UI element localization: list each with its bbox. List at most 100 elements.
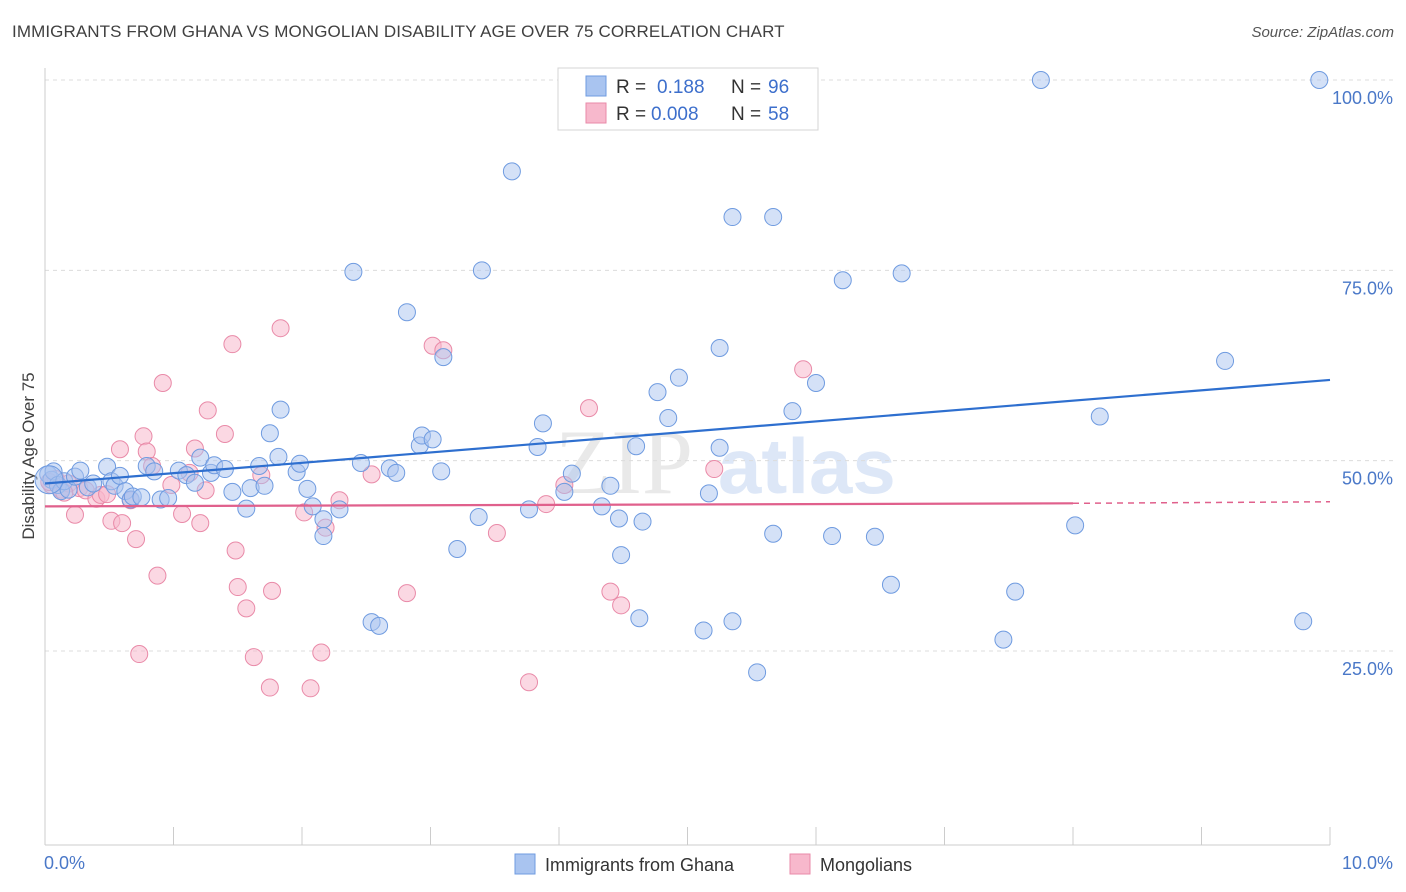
point-immigrants-from-ghana: [314, 510, 333, 529]
point-mongolians: [65, 505, 84, 524]
y-axis-label: Disability Age Over 75: [19, 372, 38, 539]
point-immigrants-from-ghana: [612, 546, 631, 565]
x-tick-label-10: 10.0%: [1342, 853, 1393, 873]
legend-n-value-2: 58: [768, 104, 789, 125]
point-mongolians: [153, 374, 172, 393]
point-immigrants-from-ghana: [255, 476, 274, 495]
point-immigrants-from-ghana: [1216, 351, 1235, 370]
point-immigrants-from-ghana: [630, 609, 649, 628]
point-immigrants-from-ghana: [271, 400, 290, 419]
point-immigrants-from-ghana: [469, 508, 488, 527]
point-immigrants-from-ghana: [633, 512, 652, 531]
point-immigrants-from-ghana: [432, 462, 451, 481]
point-mongolians: [487, 523, 506, 542]
point-immigrants-from-ghana: [520, 500, 539, 519]
bottom-legend-swatch-pink: [789, 853, 811, 875]
point-immigrants-from-ghana: [823, 527, 842, 546]
point-immigrants-from-ghana: [185, 473, 204, 492]
y-tick-label-75: 75.0%: [1342, 278, 1393, 298]
point-immigrants-from-ghana: [145, 462, 164, 481]
y-tick-label-50: 50.0%: [1342, 469, 1393, 489]
point-immigrants-from-ghana: [397, 303, 416, 322]
axes: [44, 68, 1331, 846]
y-tick-label-100: 100.0%: [1332, 88, 1393, 108]
point-immigrants-from-ghana: [1310, 71, 1329, 89]
point-immigrants-from-ghana: [448, 539, 467, 558]
point-immigrants-from-ghana: [191, 448, 210, 467]
point-immigrants-from-ghana: [533, 414, 552, 433]
point-immigrants-from-ghana: [892, 264, 911, 283]
point-mongolians: [260, 678, 279, 697]
point-immigrants-from-ghana: [314, 527, 333, 546]
point-immigrants-from-ghana: [223, 482, 242, 501]
point-mongolians: [601, 582, 620, 601]
trend-line-mongolians-extension: [1072, 501, 1331, 505]
point-immigrants-from-ghana: [994, 630, 1013, 649]
point-immigrants-from-ghana: [699, 484, 718, 503]
point-immigrants-from-ghana: [1031, 71, 1050, 89]
point-immigrants-from-ghana: [723, 208, 742, 227]
point-mongolians: [520, 673, 539, 692]
legend-r-label-1: R =: [616, 77, 646, 98]
point-immigrants-from-ghana: [865, 527, 884, 546]
series-immigrants-from-ghana: [34, 71, 1329, 682]
watermark-zip: ZIP: [555, 411, 693, 513]
point-mongolians: [148, 566, 167, 585]
point-immigrants-from-ghana: [423, 430, 442, 449]
trend-lines: [44, 378, 1331, 508]
point-mongolians: [134, 427, 153, 446]
x-tick-labels: 0.0% 10.0%: [44, 853, 1393, 873]
point-immigrants-from-ghana: [269, 447, 288, 466]
point-immigrants-from-ghana: [260, 424, 279, 443]
trend-line-ghana: [44, 378, 1331, 485]
bottom-legend-label-pink: Mongolians: [820, 855, 912, 875]
point-immigrants-from-ghana: [1006, 582, 1025, 601]
point-immigrants-from-ghana: [555, 482, 574, 501]
point-immigrants-from-ghana: [627, 437, 646, 456]
point-immigrants-from-ghana: [764, 208, 783, 227]
point-immigrants-from-ghana: [330, 500, 349, 519]
point-immigrants-from-ghana: [237, 499, 256, 518]
legend-r-label-2: R =: [616, 104, 646, 125]
point-mongolians: [127, 530, 146, 549]
point-mongolians: [226, 541, 245, 560]
point-mongolians: [397, 584, 416, 603]
y-tick-labels: 25.0% 50.0% 75.0% 100.0%: [1332, 88, 1393, 679]
point-mongolians: [130, 645, 149, 664]
point-immigrants-from-ghana: [387, 463, 406, 482]
point-mongolians: [794, 360, 813, 379]
bottom-legend-swatch-blue: [514, 853, 536, 875]
point-mongolians: [113, 514, 132, 533]
chart-title: IMMIGRANTS FROM GHANA VS MONGOLIAN DISAB…: [12, 22, 785, 41]
point-mongolians: [612, 596, 631, 615]
legend-n-label-1: N =: [731, 77, 761, 98]
point-immigrants-from-ghana: [609, 509, 628, 528]
point-immigrants-from-ghana: [434, 348, 453, 367]
point-immigrants-from-ghana: [807, 374, 825, 393]
point-immigrants-from-ghana: [159, 488, 178, 507]
point-immigrants-from-ghana: [833, 271, 852, 290]
legend-n-value-1: 96: [768, 77, 789, 98]
point-immigrants-from-ghana: [748, 663, 767, 682]
point-mongolians: [244, 648, 263, 667]
point-immigrants-from-ghana: [648, 383, 667, 402]
point-mongolians: [301, 679, 320, 698]
point-mongolians: [228, 578, 247, 597]
point-immigrants-from-ghana: [84, 474, 103, 493]
y-tick-label-25: 25.0%: [1342, 659, 1393, 679]
point-immigrants-from-ghana: [1066, 516, 1085, 535]
point-immigrants-from-ghana: [298, 479, 317, 498]
point-immigrants-from-ghana: [1090, 407, 1109, 426]
point-immigrants-from-ghana: [710, 438, 729, 457]
legend-swatch-pink: [585, 102, 607, 124]
watermark: ZIP atlas: [555, 411, 896, 513]
x-tick-label-0: 0.0%: [44, 853, 85, 873]
point-mongolians: [362, 465, 381, 484]
point-immigrants-from-ghana: [472, 261, 491, 280]
source-credit: Source: ZipAtlas.com: [1251, 24, 1394, 41]
point-mongolians: [173, 504, 192, 523]
point-immigrants-from-ghana: [344, 262, 363, 281]
point-mongolians: [263, 581, 282, 600]
point-immigrants-from-ghana: [710, 338, 729, 357]
legend-r-value-1: 0.188: [657, 77, 705, 98]
